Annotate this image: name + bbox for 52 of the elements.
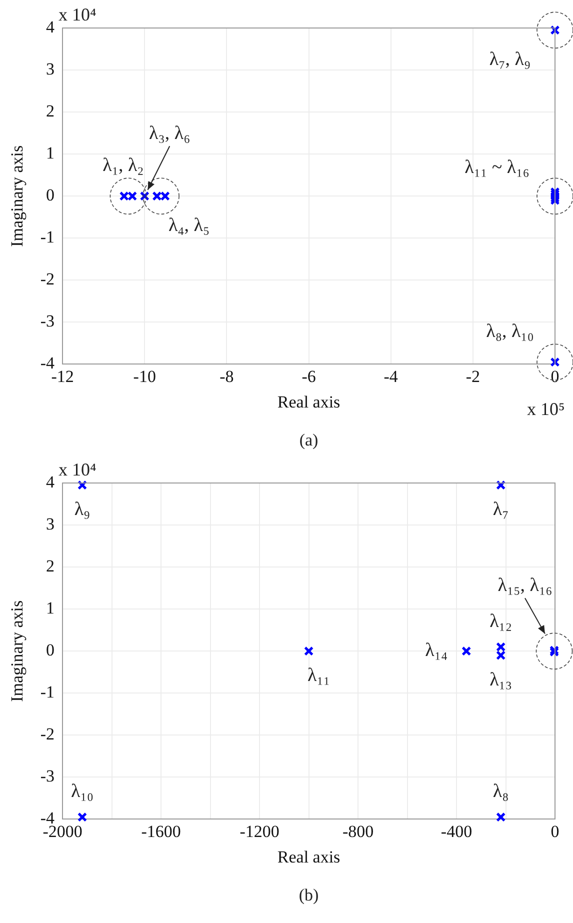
text: x 10⁴ <box>58 4 96 25</box>
y-tick-label: 3 <box>46 514 55 534</box>
x-tick-label: -8 <box>220 366 234 386</box>
annotation: λ₄, λ₅ <box>168 215 210 236</box>
annotation: λ₁₁ <box>308 665 330 686</box>
y-tick-label: -2 <box>40 724 55 744</box>
annotation: λ₉ <box>74 499 90 520</box>
x-tick-label: -4 <box>384 366 398 386</box>
annotation: λ₇ <box>492 499 509 520</box>
y-tick-label: 0 <box>46 186 55 205</box>
annotation: λ₇, λ₉ <box>489 49 531 70</box>
annotation: λ₁₃ <box>490 669 512 690</box>
annotation: λ₁, λ₂ <box>102 155 144 176</box>
text: x 10⁵ <box>527 398 565 419</box>
y-tick-label: -3 <box>40 766 55 786</box>
annotation: λ₁₁ ~ λ₁₆ <box>464 157 530 178</box>
y-tick-label: 4 <box>46 472 56 492</box>
x-tick-label: 0 <box>550 822 560 841</box>
annotation: λ₁₅, λ₁₆ <box>498 575 552 596</box>
text: (b) <box>298 885 319 904</box>
x-tick-label: -10 <box>133 366 156 386</box>
y-tick-label: -1 <box>40 228 55 247</box>
y-tick-label: -1 <box>40 682 55 702</box>
annotation: λ₁₀ <box>71 781 94 802</box>
x-tick-label: -2 <box>466 366 480 386</box>
y-tick-label: 0 <box>46 640 55 660</box>
y-tick-label: -4 <box>40 354 56 373</box>
y-tick-label: -3 <box>40 312 55 331</box>
y-axis-title: Imaginary axis <box>8 145 27 247</box>
x-axis-title: Real axis <box>277 392 340 412</box>
y-tick-label: 2 <box>46 102 55 121</box>
annotation: λ₃, λ₆ <box>149 123 190 144</box>
x-tick-label: -1200 <box>240 822 280 841</box>
y-tick-label: 1 <box>46 144 55 163</box>
x-tick-label: -400 <box>440 822 472 841</box>
annotation: λ₈ <box>492 781 509 802</box>
text: (a) <box>299 430 318 450</box>
y-tick-label: 1 <box>46 598 55 618</box>
annotation: λ₁₂ <box>490 610 512 632</box>
annotation: λ₈, λ₁₀ <box>486 321 534 342</box>
x-tick-label: -1600 <box>141 822 181 841</box>
x-axis-title: Real axis <box>277 847 340 866</box>
text: x 10⁴ <box>58 460 96 480</box>
x-tick-label: -6 <box>302 366 316 386</box>
annotation: λ₁₄ <box>425 640 448 662</box>
y-tick-label: 4 <box>46 17 56 36</box>
y-tick-label: -2 <box>40 270 55 289</box>
y-axis-title: Imaginary axis <box>8 600 27 702</box>
x-tick-label: 0 <box>550 366 560 386</box>
x-tick-label: -800 <box>342 822 374 841</box>
y-tick-label: 3 <box>46 59 55 78</box>
y-tick-label: 2 <box>46 556 55 576</box>
